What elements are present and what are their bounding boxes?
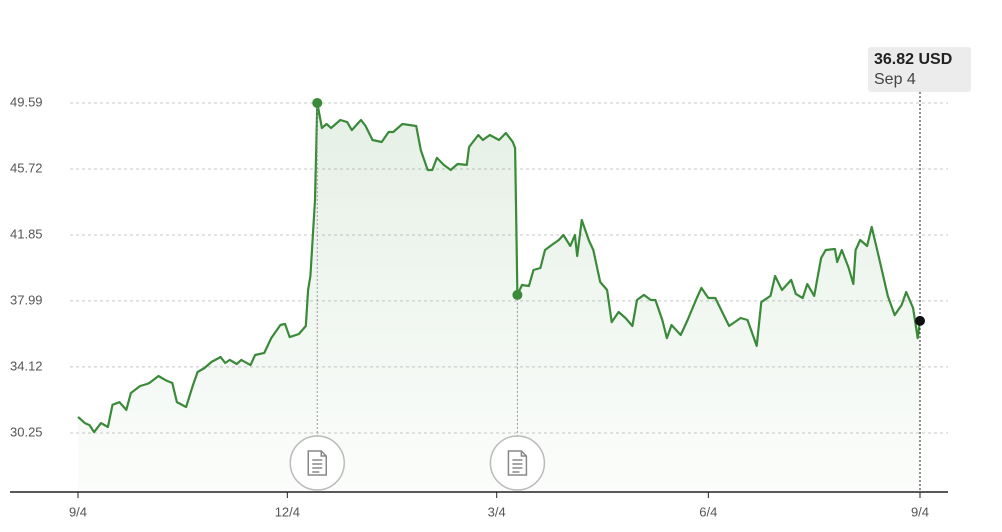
area [78,103,920,492]
y-tick-label: 49.59 [10,94,43,109]
event-circle [489,435,546,491]
tooltip-date: Sep 4 [874,71,916,88]
document-icon [507,450,528,476]
y-tick-label: 34.12 [10,358,43,373]
x-tick-label: 3/4 [488,504,506,519]
y-tick-label: 41.85 [10,226,43,241]
document-icon [307,450,328,476]
y-tick-label: 37.99 [10,292,43,307]
x-tick-label: 9/4 [69,504,87,519]
x-tick-label: 12/4 [275,504,300,519]
y-tick-label: 30.25 [10,424,43,439]
event-button[interactable] [289,435,346,491]
event-button[interactable] [489,435,546,491]
current-dot [915,315,925,326]
tooltip-box [868,47,971,92]
x-tick-label: 6/4 [699,504,717,519]
y-tick-label: 45.72 [10,160,43,175]
event-dot [312,97,323,108]
event-circle [289,435,346,491]
tooltip-value: 36.82 USD [874,51,952,68]
price-line [77,101,922,434]
event-dot [512,289,523,300]
x-tick-label: 9/4 [911,504,929,519]
